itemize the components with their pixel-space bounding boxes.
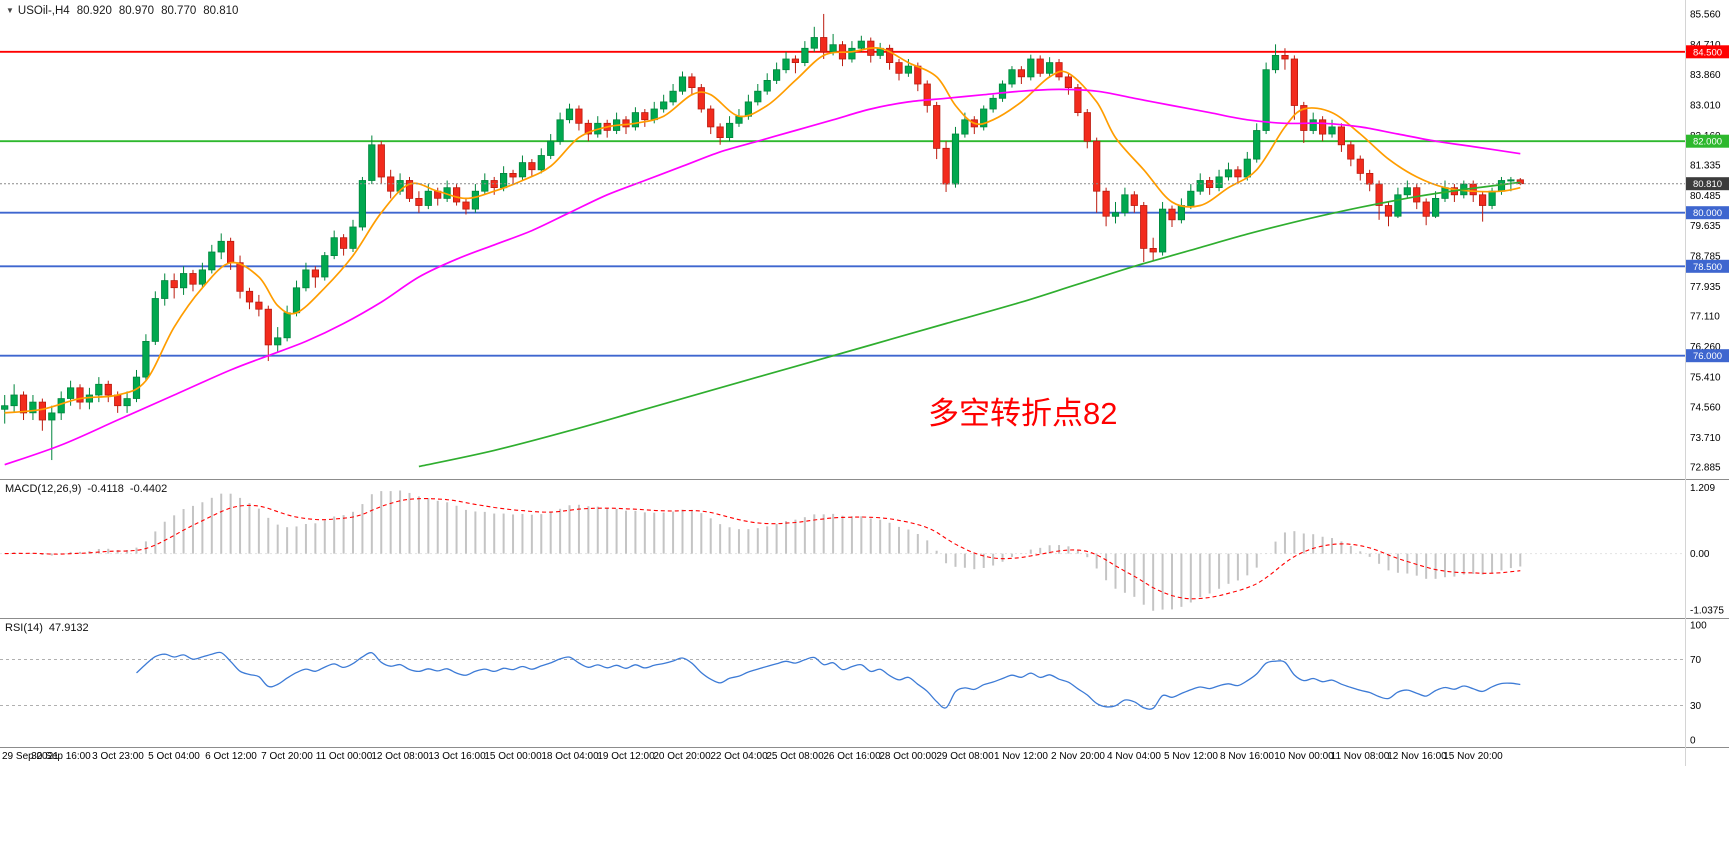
rsi-tick-label: 30 (1690, 701, 1702, 712)
time-label: 3 Oct 23:00 (92, 751, 144, 762)
main-chart-panel[interactable]: 85.56084.71083.86083.01082.16081.33580.4… (0, 0, 1729, 479)
price-axis[interactable]: 85.56084.71083.86083.01082.16081.33580.4… (1690, 9, 1721, 473)
time-label: 11 Oct 00:00 (315, 751, 373, 762)
time-label: 20 Oct 20:00 (653, 751, 711, 762)
time-label: 6 Oct 12:00 (205, 751, 257, 762)
rsi-panel[interactable]: 100 70 30 0 (0, 619, 1729, 747)
price-tick-label: 79.635 (1690, 221, 1721, 232)
price-line-badge: 84.500 (1686, 45, 1729, 58)
price-line-badge: 82.000 (1686, 134, 1729, 148)
time-label: 18 Oct 04:00 (541, 751, 599, 762)
price-line-badge: 78.500 (1686, 259, 1729, 273)
slow-ma-line[interactable] (418, 181, 1521, 468)
time-label: 29 Oct 08:00 (936, 751, 994, 762)
quote-low: 80.770 (161, 5, 197, 17)
price-tick-label: 75.410 (1690, 372, 1721, 383)
price-tick-label: 81.335 (1690, 160, 1721, 171)
price-tick-label: 74.560 (1690, 403, 1721, 414)
time-label: 28 Oct 00:00 (879, 751, 937, 762)
time-label: 15 Oct 00:00 (484, 751, 542, 762)
chart-header: ▼ USOil-,H4 80.920 80.970 80.770 80.810 (6, 5, 238, 17)
panel-separator[interactable] (0, 747, 1729, 748)
moving-averages-layer (4, 47, 1521, 468)
time-label: 30 Sep 16:00 (31, 751, 91, 762)
panel-separator[interactable] (0, 618, 1729, 619)
rsi-tick-label: 0 (1690, 736, 1696, 747)
time-label: 4 Nov 04:00 (1107, 751, 1161, 762)
svg-text:84.500: 84.500 (1693, 47, 1722, 58)
time-label: 2 Nov 20:00 (1051, 751, 1105, 762)
panel-separator[interactable] (0, 479, 1729, 480)
svg-text:82.000: 82.000 (1693, 137, 1722, 148)
rsi-tick-label: 100 (1690, 621, 1707, 632)
time-label: 13 Oct 16:00 (428, 751, 486, 762)
macd-indicator-label: MACD(12,26,9) -0.4118 -0.4402 (5, 483, 167, 495)
collapse-chart-icon[interactable]: ▼ (6, 6, 14, 15)
time-label: 1 Nov 12:00 (994, 751, 1048, 762)
macd-tick-label: 1.209 (1690, 483, 1715, 494)
rsi-line[interactable] (136, 651, 1521, 710)
horizontal-levels-layer[interactable] (0, 50, 1685, 357)
quote-close: 80.810 (203, 5, 239, 17)
time-label: 22 Oct 04:00 (710, 751, 768, 762)
time-label: 5 Oct 04:00 (148, 751, 200, 762)
time-label: 29 Sep 2021 (2, 751, 59, 762)
price-tick-label: 85.560 (1690, 9, 1721, 20)
candles-layer (1, 13, 1524, 461)
quote-open: 80.920 (76, 5, 112, 17)
time-label: 12 Nov 16:00 (1387, 751, 1447, 762)
time-label: 25 Oct 08:00 (766, 751, 824, 762)
time-label: 12 Oct 08:00 (371, 751, 429, 762)
quote-high: 80.970 (118, 5, 155, 17)
price-axis-border (1685, 0, 1686, 766)
price-tick-label: 73.710 (1690, 433, 1721, 444)
price-tick-label: 80.485 (1690, 191, 1721, 202)
macd-main-value: -0.4118 (87, 483, 124, 495)
macd-tick-label: 0.00 (1690, 549, 1710, 560)
time-label: 10 Nov 00:00 (1274, 751, 1334, 762)
price-tick-label: 78.785 (1690, 252, 1721, 263)
price-tick-label: 77.935 (1690, 282, 1721, 293)
svg-text:80.810: 80.810 (1693, 179, 1722, 190)
price-line-badge: 76.000 (1686, 349, 1729, 363)
macd-panel[interactable]: 1.209 0.00 -1.0375 (0, 480, 1729, 618)
time-label: 5 Nov 12:00 (1164, 751, 1218, 762)
rsi-tick-label: 70 (1690, 655, 1702, 666)
rsi-indicator-label: RSI(14) 47.9132 (5, 622, 89, 634)
bottom-blank-area (0, 767, 1729, 843)
price-tick-label: 77.110 (1690, 311, 1720, 322)
svg-text:78.500: 78.500 (1693, 262, 1722, 273)
symbol-period-label: USOil-,H4 (17, 5, 70, 17)
price-line-badge: 80.000 (1686, 206, 1729, 220)
price-tick-label: 83.010 (1690, 101, 1721, 112)
time-label: 15 Nov 20:00 (1443, 751, 1503, 762)
macd-signal-line[interactable] (4, 498, 1521, 600)
price-tick-label: 72.885 (1690, 463, 1721, 474)
rsi-value: 47.9132 (48, 622, 89, 634)
time-label: 7 Oct 20:00 (261, 751, 313, 762)
medium-ma-line[interactable] (4, 88, 1521, 466)
macd-name: MACD(12,26,9) (5, 483, 82, 495)
rsi-name: RSI(14) (5, 622, 43, 634)
time-label: 11 Nov 08:00 (1330, 751, 1390, 762)
time-axis[interactable]: 29 Sep 2021 30 Sep 16:00 3 Oct 23:00 5 Oct … (0, 749, 1729, 767)
macd-histogram-layer (13, 490, 1522, 611)
svg-text:76.000: 76.000 (1693, 351, 1722, 362)
macd-axis[interactable]: 1.209 0.00 -1.0375 (1690, 483, 1724, 617)
macd-tick-label: -1.0375 (1690, 606, 1724, 617)
price-tick-label: 76.260 (1690, 342, 1721, 353)
rsi-axis[interactable]: 100 70 30 0 (1690, 621, 1707, 747)
macd-signal-value: -0.4402 (129, 483, 168, 495)
svg-text:80.000: 80.000 (1693, 208, 1722, 219)
fast-ma-line[interactable] (4, 47, 1521, 414)
time-label: 26 Oct 16:00 (823, 751, 881, 762)
price-line-badge: 80.810 (1686, 177, 1729, 190)
price-annotation-text[interactable]: 多空转折点82 (928, 396, 1118, 431)
time-label: 19 Oct 12:00 (597, 751, 655, 762)
price-tick-label: 83.860 (1690, 70, 1721, 81)
time-label: 8 Nov 16:00 (1220, 751, 1274, 762)
